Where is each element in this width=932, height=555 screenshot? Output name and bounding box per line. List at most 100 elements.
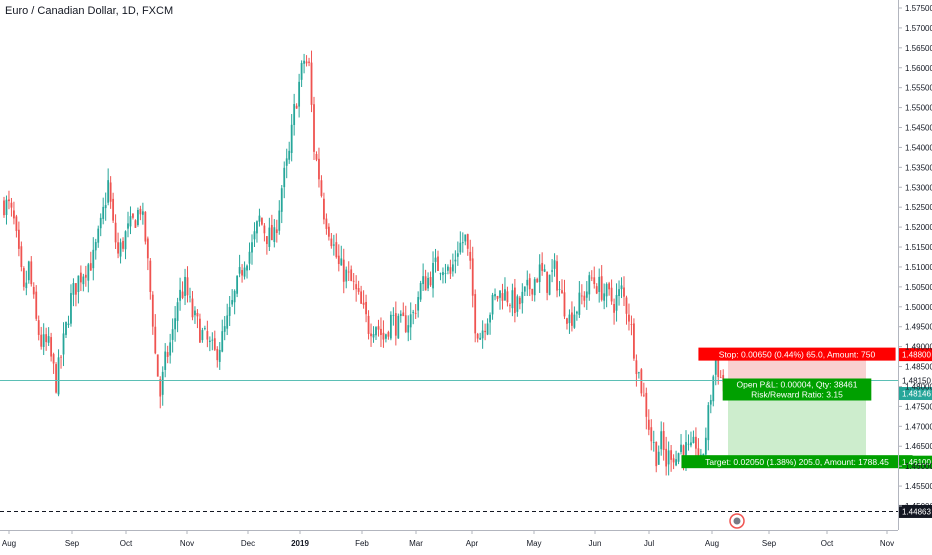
- candle-body: [295, 105, 298, 109]
- candle-body: [196, 312, 199, 317]
- time-tick-label: Feb: [355, 539, 369, 548]
- candle-body: [714, 358, 717, 375]
- candle-body: [687, 443, 690, 445]
- stop-price-badge-bg: [899, 348, 932, 362]
- price-tick-label: 1.52500: [905, 203, 932, 212]
- candle-body: [437, 256, 439, 272]
- candle-body: [5, 199, 8, 215]
- price-tick-label: 1.56000: [905, 64, 932, 73]
- candle-body: [280, 188, 283, 212]
- candle-body: [199, 318, 201, 343]
- candle-body: [583, 295, 586, 301]
- candle-body: [97, 228, 100, 243]
- candle-body: [637, 372, 640, 374]
- candle-body: [375, 327, 377, 336]
- price-tick-label: 1.57500: [905, 4, 932, 13]
- candle-body: [132, 213, 134, 218]
- open-pnl-label: Open P&L: 0.00004, Qty: 38461: [737, 380, 858, 390]
- time-tick-label: Aug: [2, 539, 16, 548]
- candle-body: [635, 360, 638, 375]
- candle-body: [156, 354, 159, 377]
- candle-body: [397, 315, 400, 339]
- candle-body: [293, 104, 296, 126]
- last-price-badge-bg: [899, 374, 932, 388]
- candle-body: [176, 302, 179, 321]
- candle-body: [499, 290, 501, 298]
- candle-body: [45, 334, 48, 343]
- candle-body: [516, 296, 519, 312]
- candle-body: [65, 321, 67, 335]
- candle-body: [256, 221, 258, 234]
- candle-body: [139, 208, 142, 215]
- candle-body: [479, 337, 482, 340]
- candle-body: [129, 216, 132, 227]
- candle-body: [15, 216, 18, 231]
- candle-body: [308, 61, 310, 63]
- candle-body: [630, 324, 633, 325]
- candle-body: [206, 331, 209, 340]
- candle-body: [92, 249, 95, 269]
- candle-body: [216, 349, 219, 361]
- candle-body: [203, 327, 206, 329]
- candle-body: [246, 265, 248, 271]
- candle-body: [55, 364, 57, 393]
- candle-body: [402, 312, 405, 317]
- candle-body: [75, 283, 77, 295]
- candle-body: [89, 263, 92, 271]
- candle-body: [506, 291, 509, 303]
- candle-body: [625, 297, 628, 314]
- candle-body: [35, 291, 38, 319]
- candle-body: [481, 330, 484, 339]
- candle-body: [248, 251, 251, 264]
- candle-body: [494, 294, 496, 297]
- candle-body: [32, 286, 35, 295]
- candle-body: [672, 458, 675, 463]
- candle-body: [521, 291, 524, 304]
- candle-body: [655, 441, 658, 467]
- candle-body: [414, 312, 417, 314]
- candle-body: [313, 104, 315, 152]
- dashed-level-badge: 1.44863: [902, 507, 931, 516]
- candle-body: [102, 206, 105, 219]
- price-tick-label: 1.50500: [905, 283, 932, 292]
- candle-body: [352, 280, 355, 282]
- price-tick-label: 1.55000: [905, 104, 932, 113]
- price-tick-label: 1.49500: [905, 323, 932, 332]
- candle-body: [665, 448, 668, 467]
- candle-body: [449, 267, 452, 274]
- candle-body: [513, 287, 516, 314]
- candle-body: [52, 354, 55, 364]
- candle-body: [253, 231, 256, 240]
- candle-body: [265, 236, 268, 245]
- candle-body: [595, 286, 598, 294]
- time-tick-label: Mar: [409, 539, 423, 548]
- candle-body: [370, 333, 372, 337]
- candle-body: [47, 336, 50, 343]
- candle-body: [99, 217, 102, 229]
- candle-body: [84, 274, 87, 278]
- candle-body: [283, 167, 286, 188]
- candle-body: [389, 314, 392, 339]
- candle-body: [184, 276, 186, 296]
- target-label: Target: 0.02050 (1.38%) 205.0, Amount: 1…: [705, 457, 889, 467]
- candle-body: [702, 453, 705, 456]
- time-tick-label: Oct: [120, 539, 133, 548]
- candle-body: [70, 293, 72, 324]
- target-label-bg: [681, 455, 913, 469]
- candle-body: [652, 442, 655, 443]
- candle-body: [342, 259, 345, 282]
- candle-body: [300, 63, 303, 80]
- time-tick-label: Sep: [65, 539, 80, 548]
- candle-body: [618, 289, 620, 297]
- candle-body: [201, 330, 204, 341]
- price-tick-label: 1.57000: [905, 24, 932, 33]
- candle-body: [667, 450, 670, 465]
- candle-body: [218, 349, 221, 362]
- candle-body: [181, 291, 184, 298]
- candle-body: [613, 304, 615, 313]
- price-tick-label: 1.46500: [905, 442, 932, 451]
- candle-body: [419, 283, 422, 300]
- candle-body: [22, 268, 25, 287]
